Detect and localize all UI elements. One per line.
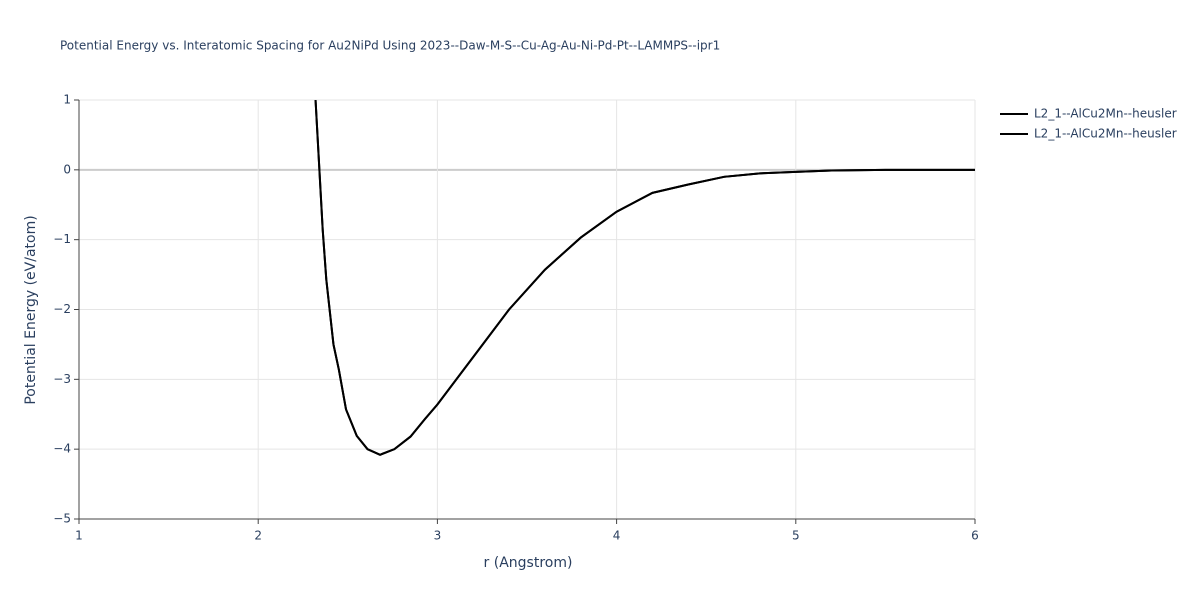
series-line: [314, 100, 975, 456]
legend-label: L2_1--AlCu2Mn--heusler: [1034, 127, 1177, 141]
x-tick-label: 3: [434, 529, 442, 543]
x-tick-label: 2: [254, 529, 262, 543]
x-tick-label: 1: [75, 529, 83, 543]
y-tick-label: −4: [53, 442, 71, 456]
y-tick-label: −3: [53, 372, 71, 386]
y-axis-title: Potential Energy (eV/atom): [23, 215, 39, 404]
y-tick-label: −1: [53, 232, 71, 246]
legend-label: L2_1--AlCu2Mn--heusler: [1034, 107, 1177, 121]
y-tick-label: 1: [63, 93, 71, 107]
y-tick-label: −2: [53, 302, 71, 316]
x-tick-label: 4: [613, 529, 621, 543]
x-axis-title: r (Angstrom): [484, 555, 573, 571]
series-line: [314, 100, 975, 456]
x-tick-label: 5: [792, 529, 800, 543]
y-tick-label: −5: [53, 512, 71, 526]
chart-title: Potential Energy vs. Interatomic Spacing…: [60, 39, 720, 53]
x-tick-label: 6: [971, 529, 979, 543]
y-tick-label: 0: [63, 162, 71, 176]
